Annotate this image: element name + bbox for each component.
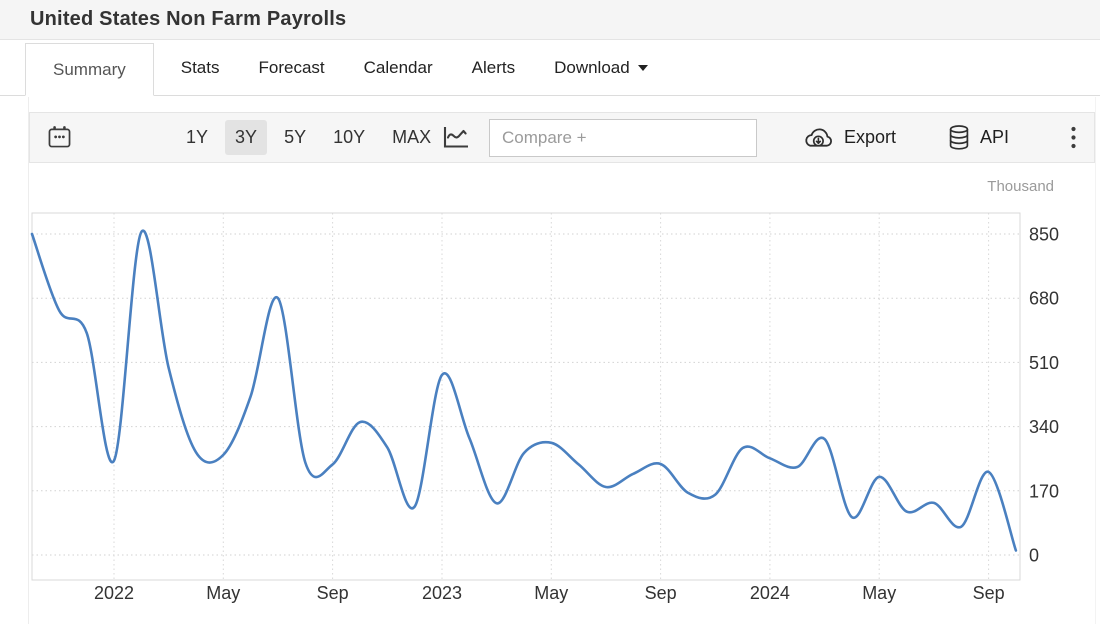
tab-stats[interactable]: Stats xyxy=(180,58,220,77)
compare-input[interactable] xyxy=(489,119,757,157)
y-axis-label: 510 xyxy=(1029,353,1059,373)
x-axis-label: May xyxy=(862,583,896,603)
range-3y-button[interactable]: 3Y xyxy=(225,120,268,155)
payrolls-line-series xyxy=(30,229,1018,552)
x-axis-label: 2023 xyxy=(422,583,462,603)
tab-forecast[interactable]: Forecast xyxy=(258,58,325,77)
range-10y-button[interactable]: 10Y xyxy=(323,120,375,155)
tab-download-label: Download xyxy=(554,58,630,77)
range-selector: 1Y 3Y 5Y 10Y MAX xyxy=(176,113,441,162)
more-options-button[interactable] xyxy=(1070,124,1077,151)
tab-bar: Summary Stats Forecast Calendar Alerts D… xyxy=(0,40,1100,96)
range-1y-button[interactable]: 1Y xyxy=(176,120,218,155)
chevron-down-icon xyxy=(637,65,648,71)
line-chart-icon xyxy=(443,127,468,148)
title-bar: United States Non Farm Payrolls xyxy=(0,0,1100,40)
y-axis-label: 0 xyxy=(1029,546,1039,566)
tab-calendar[interactable]: Calendar xyxy=(363,58,433,77)
cloud-download-icon xyxy=(805,128,832,147)
chart-type-button[interactable] xyxy=(440,124,471,151)
y-axis-label: 680 xyxy=(1029,289,1059,309)
x-axis-label: May xyxy=(534,583,568,603)
range-max-button[interactable]: MAX xyxy=(382,120,441,155)
x-axis-label: Sep xyxy=(317,583,349,603)
api-label: API xyxy=(980,127,1010,147)
x-axis-label: May xyxy=(206,583,240,603)
x-axis-label: Sep xyxy=(645,583,677,603)
kebab-menu-icon xyxy=(1071,126,1076,149)
date-range-calendar-button[interactable] xyxy=(46,124,73,151)
tab-summary[interactable]: Summary xyxy=(25,43,154,96)
chart-area: 850 680 510 340 170 0 2022 May Sep 2023 May Sep 2024… xyxy=(0,163,1100,624)
y-axis-label: 170 xyxy=(1029,481,1059,501)
tab-download[interactable]: Download xyxy=(539,41,663,95)
database-icon xyxy=(949,125,969,150)
x-axis-label: 2022 xyxy=(94,583,134,603)
range-5y-button[interactable]: 5Y xyxy=(274,120,316,155)
x-axis-label: 2024 xyxy=(750,583,790,603)
plot-border xyxy=(31,212,1021,581)
y-axis-label: 850 xyxy=(1029,225,1059,245)
export-button[interactable]: Export xyxy=(801,125,896,150)
tab-alerts[interactable]: Alerts xyxy=(471,58,516,77)
calendar-icon xyxy=(48,126,71,148)
chart-canvas[interactable]: 850 680 510 340 170 0 2022 May Sep 2023 May Sep 2024… xyxy=(0,163,1100,624)
y-axis-unit-label: Thousand xyxy=(987,178,1054,195)
chart-card: 1Y 3Y 5Y 10Y MAX Export xyxy=(28,97,1096,624)
chart-toolbar: 1Y 3Y 5Y 10Y MAX Export xyxy=(29,112,1095,163)
export-label: Export xyxy=(844,127,897,147)
page-title: United States Non Farm Payrolls xyxy=(30,8,347,30)
x-axis-label: Sep xyxy=(973,583,1005,603)
y-axis-label: 340 xyxy=(1029,417,1059,437)
api-button[interactable]: API xyxy=(947,124,1009,151)
